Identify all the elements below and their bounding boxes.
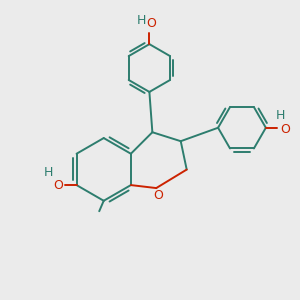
Text: O: O [53, 178, 63, 192]
Text: O: O [146, 17, 156, 30]
Text: O: O [153, 189, 163, 202]
Text: H: H [275, 110, 285, 122]
Text: H: H [44, 166, 53, 179]
Text: H: H [137, 14, 147, 27]
Text: O: O [280, 123, 290, 136]
